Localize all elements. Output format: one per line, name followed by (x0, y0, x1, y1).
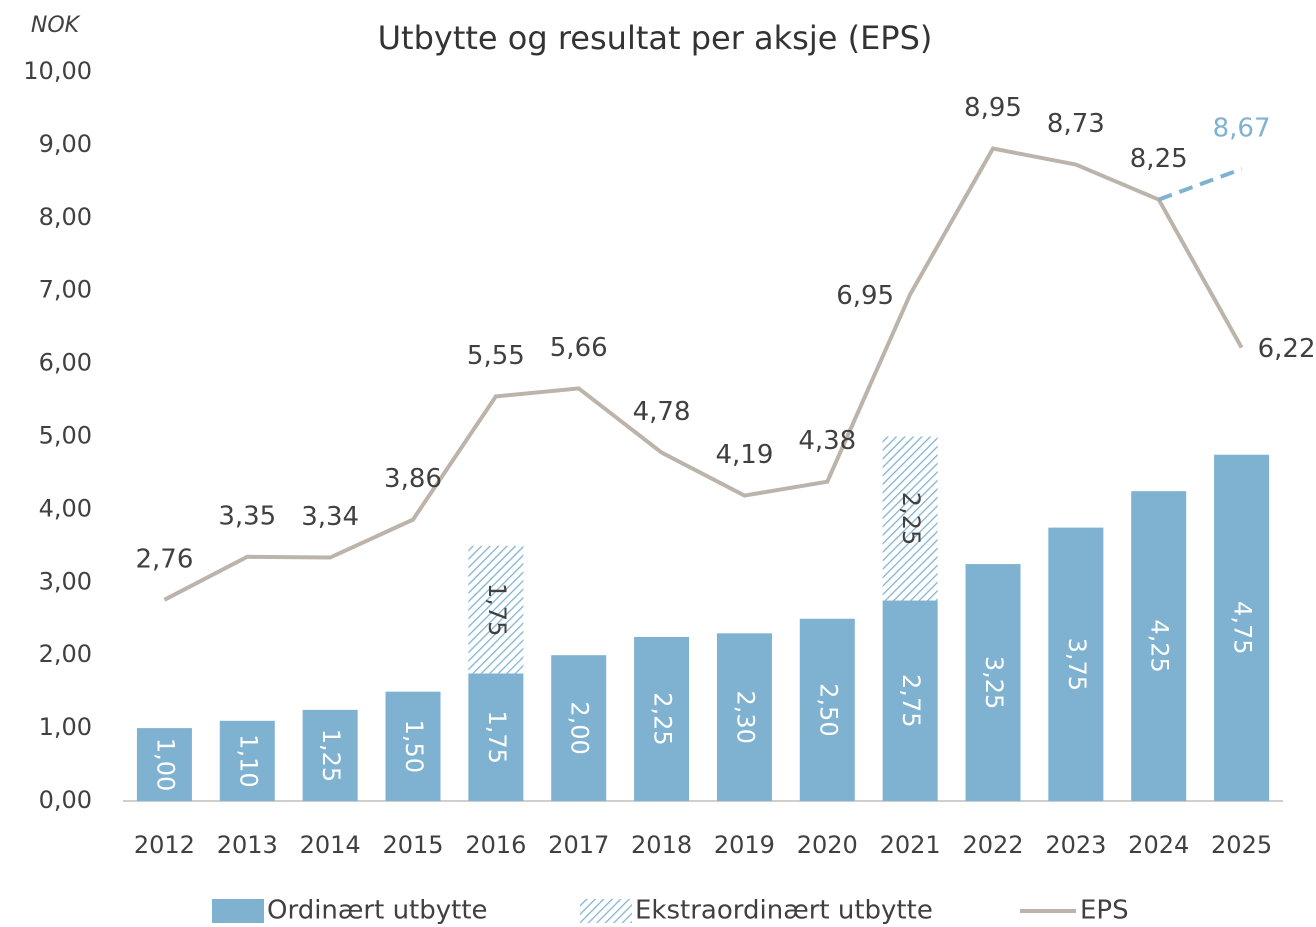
forecast-line (1158, 167, 1243, 202)
y-tick-label: 5,00 (39, 422, 92, 450)
line-label: 8,95 (964, 93, 1022, 123)
extra-bar (882, 436, 938, 601)
line-label: 8,25 (1130, 144, 1188, 174)
bar (468, 673, 524, 801)
bar (1131, 491, 1187, 801)
y-tick-label: 6,00 (39, 349, 92, 377)
line-label: 3,35 (218, 501, 276, 531)
line-label: 4,19 (715, 440, 773, 470)
line-label: 2,76 (135, 544, 193, 574)
x-tick-label: 2018 (631, 831, 692, 859)
line-label: 3,86 (384, 464, 442, 494)
legend-label: Ordinært utbytte (267, 896, 488, 926)
line-label: 6,95 (836, 281, 894, 311)
bar-label: 2,75 (897, 674, 925, 727)
line-label: 4,78 (633, 397, 691, 427)
y-tick-label: 10,00 (23, 57, 92, 85)
bar-label: 1,75 (483, 583, 511, 636)
bar-label: 1,10 (234, 734, 262, 787)
bar (551, 655, 607, 801)
y-tick-label: 0,00 (39, 786, 92, 814)
bar (799, 618, 855, 801)
bar-label: 3,25 (980, 656, 1008, 709)
extra-bar (468, 545, 524, 674)
bar (302, 709, 358, 801)
bar-label: 2,25 (649, 692, 677, 745)
line-label: 6,22 (1258, 334, 1316, 364)
legend-label: Ekstraordinært utbytte (635, 896, 933, 926)
x-tick-label: 2024 (1128, 831, 1189, 859)
bar-label: 1,50 (400, 720, 428, 773)
line-label: 3,34 (301, 502, 359, 532)
x-tick-label: 2022 (962, 831, 1023, 859)
y-tick-label: 8,00 (39, 203, 92, 231)
x-tick-label: 2025 (1211, 831, 1272, 859)
bar (385, 691, 441, 801)
y-axis-label: NOK (31, 13, 81, 38)
y-tick-label: 4,00 (39, 494, 92, 522)
y-tick-label: 9,00 (39, 130, 92, 158)
bar-label: 1,25 (317, 729, 345, 782)
bar-label: 2,50 (814, 683, 842, 736)
x-tick-label: 2020 (797, 831, 858, 859)
bar-label: 2,00 (566, 701, 594, 754)
bar-label: 3,75 (1063, 638, 1091, 691)
line-label: 8,67 (1213, 113, 1271, 143)
bar (1048, 527, 1104, 801)
x-tick-label: 2014 (300, 831, 361, 859)
bar-label: 2,25 (897, 492, 925, 545)
eps-line (163, 146, 1244, 602)
y-tick-label: 7,00 (39, 276, 92, 304)
bar (136, 728, 192, 801)
chart-title: Utbytte og resultat per aksje (EPS) (378, 19, 933, 57)
x-tick-label: 2016 (465, 831, 526, 859)
x-tick-label: 2023 (1045, 831, 1106, 859)
bar (716, 633, 772, 801)
x-tick-label: 2013 (217, 831, 278, 859)
y-tick-label: 3,00 (39, 567, 92, 595)
bar-label: 4,25 (1146, 619, 1174, 672)
line-label: 8,73 (1047, 109, 1105, 139)
line-label: 4,38 (798, 426, 856, 456)
bar-label: 4,75 (1229, 601, 1257, 654)
legend-swatch (580, 899, 632, 923)
x-tick-label: 2021 (880, 831, 941, 859)
bar-label: 1,00 (151, 738, 179, 791)
bar (219, 720, 275, 801)
line-label: 5,55 (467, 341, 525, 371)
legend-label: EPS (1080, 896, 1129, 926)
x-tick-label: 2012 (134, 831, 195, 859)
x-tick-label: 2017 (548, 831, 609, 859)
line-label: 5,66 (550, 333, 608, 363)
bar-label: 2,30 (731, 690, 759, 743)
bar (882, 600, 938, 801)
y-tick-label: 2,00 (39, 640, 92, 668)
x-tick-label: 2015 (382, 831, 443, 859)
bar (634, 636, 690, 801)
bar (1214, 454, 1270, 801)
bar-label: 1,75 (483, 710, 511, 763)
y-tick-label: 1,00 (39, 713, 92, 741)
legend-swatch (212, 899, 264, 923)
x-tick-label: 2019 (714, 831, 775, 859)
bar (965, 564, 1021, 801)
